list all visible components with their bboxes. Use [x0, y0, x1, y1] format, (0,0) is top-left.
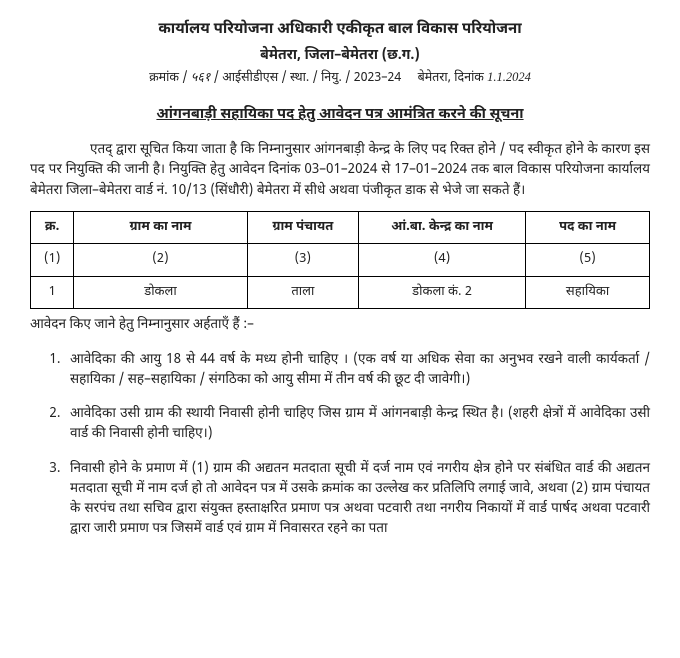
ref-rest: / आईसीडीएस / स्था. / नियु. / 2023–24 [214, 71, 402, 87]
th-panchayat: ग्राम पंचायत [247, 211, 358, 244]
rule-1: आवेदिका की आयु 18 से 44 वर्ष के मध्य होन… [64, 350, 650, 391]
place-date-label: बेमेतरा, दिनांक [418, 71, 484, 87]
cell-post: सहायिका [526, 276, 650, 309]
table-colnum-row: (1) (2) (3) (4) (5) [31, 244, 650, 277]
th-village: ग्राम का नाम [74, 211, 247, 244]
th-center: आं.बा. केन्द्र का नाम [359, 211, 526, 244]
office-place: बेमेतरा, जिला–बेमेतरा (छ.ग.) [30, 45, 650, 66]
cell-center: डोकला कं. 2 [359, 276, 526, 309]
cell-panchayat: ताला [247, 276, 358, 309]
cell-village: डोकला [74, 276, 247, 309]
colnum-3: (3) [247, 244, 358, 277]
rule-3: निवासी होने के प्रमाण में (1) ग्राम की अ… [64, 459, 650, 540]
eligibility-intro: आवेदन किए जाने हेतु निम्नानुसार अर्हताएँ… [30, 315, 650, 335]
rule-2: आवेदिका उसी ग्राम की स्थायी निवासी होनी … [64, 404, 650, 445]
kramank-label: क्रमांक / [149, 71, 188, 87]
rules-list: आवेदिका की आयु 18 से 44 वर्ष के मध्य होन… [30, 350, 650, 540]
office-title: कार्यालय परियोजना अधिकारी एकीकृत बाल विक… [30, 20, 650, 43]
ref-line: क्रमांक / ५६१ / आईसीडीएस / स्था. / नियु.… [30, 68, 650, 89]
table-row: 1 डोकला ताला डोकला कं. 2 सहायिका [31, 276, 650, 309]
notice-title: आंगनबाड़ी सहायिका पद हेतु आवेदन पत्र आमं… [30, 104, 650, 126]
intro-paragraph: एतद् द्वारा सूचित किया जाता है कि निम्ना… [30, 140, 650, 201]
th-sn: क्र. [31, 211, 74, 244]
colnum-4: (4) [359, 244, 526, 277]
th-post: पद का नाम [526, 211, 650, 244]
kramank-number: ५६१ [191, 70, 211, 84]
vacancy-table: क्र. ग्राम का नाम ग्राम पंचायत आं.बा. के… [30, 211, 650, 310]
cell-sn: 1 [31, 276, 74, 309]
colnum-1: (1) [31, 244, 74, 277]
table-header-row: क्र. ग्राम का नाम ग्राम पंचायत आं.बा. के… [31, 211, 650, 244]
colnum-2: (2) [74, 244, 247, 277]
date-hand: 1.1.2024 [487, 70, 531, 84]
colnum-5: (5) [526, 244, 650, 277]
